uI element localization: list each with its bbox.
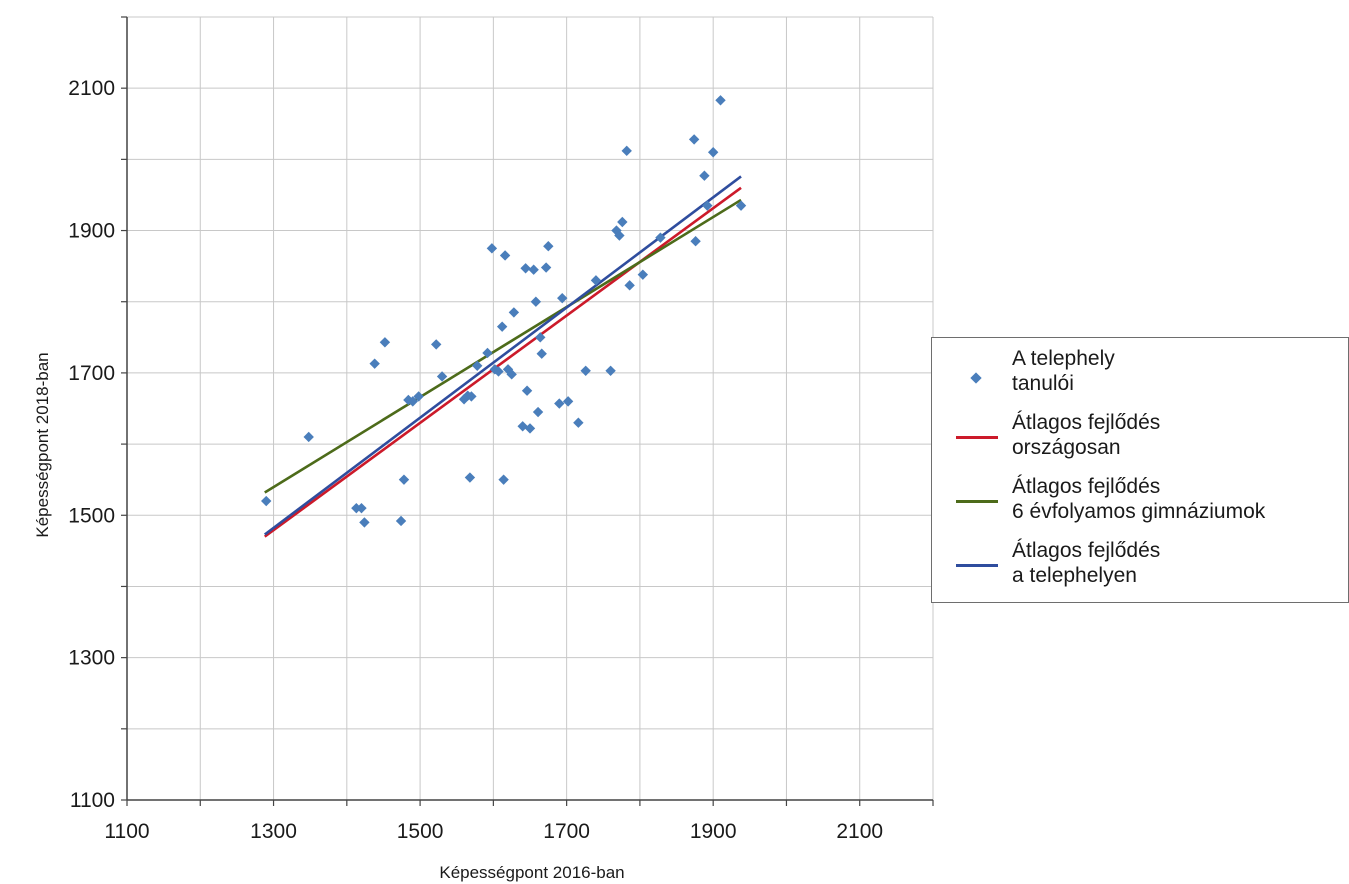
scatter-point xyxy=(359,517,370,528)
scatter-point xyxy=(590,275,602,286)
scatter-point xyxy=(413,391,424,402)
scatter-point xyxy=(699,170,710,181)
scatter-point xyxy=(499,250,511,261)
legend: A telephely tanulói Átlagos fejlődés ors… xyxy=(931,337,1349,603)
scatter-point xyxy=(617,216,628,228)
y-tick-label: 1300 xyxy=(68,647,115,670)
scatter-point xyxy=(535,332,546,343)
scatter-point xyxy=(407,396,418,407)
tick-labels: 1100 1300 1500 1700 1900 2100 1100 1300 1500 1700… xyxy=(68,77,883,843)
scatter-point xyxy=(521,385,533,396)
scatter-point xyxy=(472,360,483,371)
axes xyxy=(121,16,934,806)
y-tick-label: 1100 xyxy=(70,789,115,812)
y-tick-label: 1900 xyxy=(68,220,115,243)
scatter-point xyxy=(379,337,391,348)
scatter-point xyxy=(520,263,531,274)
scatter-point xyxy=(540,262,552,273)
scatter-point xyxy=(614,230,625,241)
scatter-point xyxy=(528,264,539,275)
scatter-point xyxy=(580,365,591,376)
scatter-point xyxy=(466,391,477,402)
scatter-point xyxy=(395,515,407,527)
scatter-point xyxy=(715,95,726,106)
y-tick-label: 1500 xyxy=(68,504,115,527)
scatter-point xyxy=(431,339,442,350)
scatter-point xyxy=(482,347,493,359)
y-axis-title: Képességpont 2018-ban xyxy=(33,352,52,537)
y-tick-label: 2100 xyxy=(68,77,115,100)
scatter-point xyxy=(557,292,568,304)
grid-lines xyxy=(127,16,934,800)
x-tick-label: 1900 xyxy=(690,820,737,843)
scatter-point xyxy=(637,269,649,280)
scatter-point xyxy=(524,423,536,434)
scatter-point xyxy=(688,134,700,145)
legend-label-national-line1: Átlagos fejlődés xyxy=(1012,411,1161,434)
legend-label-national-line2: országosan xyxy=(1012,436,1121,459)
trend-line-0 xyxy=(263,186,742,538)
scatter-point xyxy=(554,398,565,409)
scatter-point xyxy=(496,321,508,332)
scatter-point xyxy=(655,232,666,243)
x-tick-label: 1100 xyxy=(104,820,149,843)
trend-line-1 xyxy=(264,198,742,494)
legend-label-points-line1: A telephely xyxy=(1012,347,1115,370)
scatter-point xyxy=(369,358,380,369)
scatter-point xyxy=(508,307,520,318)
scatter-point xyxy=(536,348,547,359)
scatter-point xyxy=(702,200,713,211)
scatter-point xyxy=(532,406,544,418)
scatter-point xyxy=(356,502,367,514)
x-axis-title: Képességpont 2016-ban xyxy=(439,863,624,882)
diamond-marker-icon xyxy=(970,372,982,384)
x-tick-label: 2100 xyxy=(836,820,883,843)
scatter-point xyxy=(398,474,410,485)
x-tick-label: 1300 xyxy=(250,820,297,843)
scatter-point xyxy=(303,431,314,443)
scatter-point xyxy=(735,200,747,211)
x-tick-label: 1700 xyxy=(543,820,590,843)
scatter-point xyxy=(605,365,616,376)
scatter-point xyxy=(261,495,272,507)
scatter-point xyxy=(562,396,574,407)
scatter-point xyxy=(707,147,719,158)
scatter-point xyxy=(493,366,504,377)
scatter-point xyxy=(436,371,448,382)
scatter-point xyxy=(530,296,542,307)
legend-label-points-line2: tanulói xyxy=(1012,372,1074,395)
scatter-point xyxy=(486,243,498,254)
scatter-point xyxy=(624,280,635,291)
scatter-point xyxy=(621,145,632,157)
scatter-point xyxy=(690,236,701,247)
scatter-point xyxy=(464,472,476,483)
green-line-icon xyxy=(956,500,998,503)
scatter-point xyxy=(573,417,584,428)
scatter-point xyxy=(611,225,622,236)
x-tick-label: 1500 xyxy=(397,820,444,843)
legend-label-gymnasium-line2: 6 évfolyamos gimnáziumok xyxy=(1012,500,1266,523)
scatter-point xyxy=(506,369,517,380)
red-line-icon xyxy=(956,436,998,439)
legend-label-site-line1: Átlagos fejlődés xyxy=(1012,539,1161,562)
scatter-point xyxy=(498,474,509,485)
blue-line-icon xyxy=(956,564,998,567)
data-points xyxy=(261,95,747,528)
y-tick-label: 1700 xyxy=(68,362,115,385)
legend-label-site-line2: a telephelyen xyxy=(1012,564,1137,587)
scatter-point xyxy=(543,241,554,252)
legend-label-gymnasium-line1: Átlagos fejlődés xyxy=(1012,475,1161,498)
